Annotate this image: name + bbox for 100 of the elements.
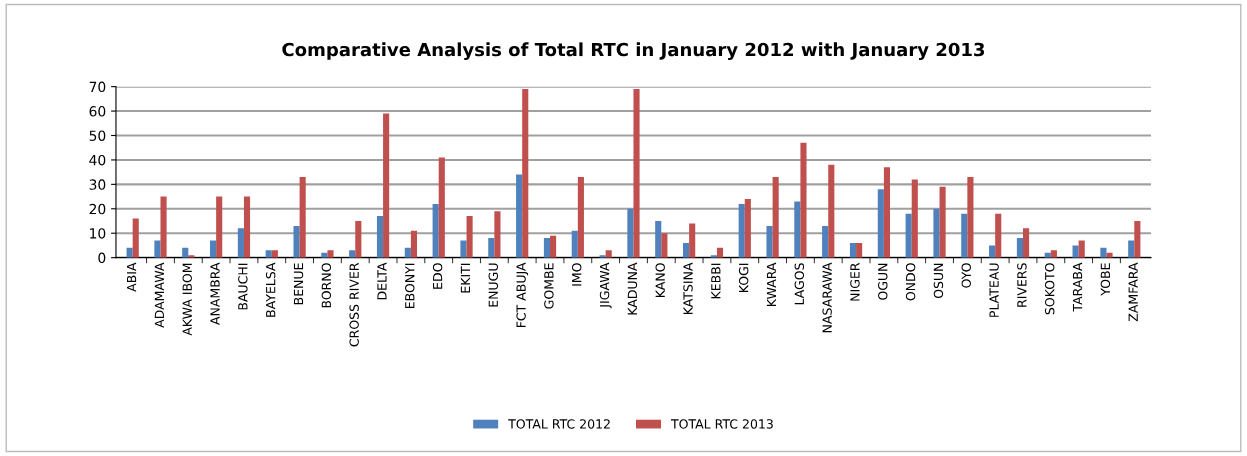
bar [550,235,557,258]
bar [1106,252,1113,258]
bar [154,240,161,258]
x-tick-label: ADAMAWA [154,262,164,328]
bar [210,240,217,258]
bar [1050,250,1057,258]
bar [911,179,918,258]
x-tick-label: ABIA [127,262,137,292]
bar [571,230,578,258]
bar [1128,240,1135,258]
x-tick-label: KOGI [738,263,749,292]
x-tick-label: OSUN [933,263,944,299]
x-tick-label: AKWA IBOM [182,263,192,336]
x-tick-label: EBONYI [405,263,415,309]
x-tick-label: KEBBI [711,263,721,299]
bar [126,247,133,258]
bar [905,213,912,258]
bar [349,250,356,258]
x-tick-label: JIGAWA [599,262,612,309]
bar [438,157,445,258]
bar [877,189,884,258]
bar [683,242,690,258]
bar [849,242,857,258]
x-tick-label: ENUGU [488,263,498,307]
bar [633,89,640,258]
y-tick-label: 60 [89,106,106,117]
x-tick-label: KADUNA [627,262,638,315]
x-tick-label: NIGER [850,262,860,301]
x-tick-label: ANAMBRA [210,262,220,325]
x-tick-label: GOMBE [544,263,554,309]
x-tick-label: TARABA [1072,262,1083,312]
x-tick-label: RIVERS [1017,263,1027,307]
bar [995,213,1002,258]
y-tick-label: 20 [89,203,106,215]
bar [828,164,835,258]
y-tick-label: 50 [89,130,106,141]
bar [1100,247,1107,258]
x-tick-label: BAUCHI [238,263,248,310]
bar [243,196,251,258]
x-tick-label: OYO [961,263,971,288]
x-tick-label: CROSS RIVER [349,262,359,347]
x-tick-label: BENUE [293,263,304,305]
bar [404,247,411,258]
y-tick-label: 30 [89,179,106,190]
legend-label: TOTAL RTC 2013 [670,419,773,429]
bar [299,177,306,258]
bar [1134,221,1141,258]
x-tick-label: YOBE [1100,263,1111,296]
bar [822,225,829,258]
x-tick-label: KANO [655,263,665,297]
bar [410,230,418,258]
y-tick-label: 70 [89,81,106,93]
y-tick-label: 0 [98,252,106,264]
bar [933,208,940,258]
bar [961,213,968,258]
x-tick-label: KWARA [766,262,777,306]
bar [800,142,807,258]
bar [466,216,473,258]
bar [182,247,189,258]
bar [132,218,139,258]
bar [794,201,801,258]
x-tick-label: OGUN [878,263,888,300]
x-tick-label: FCT ABUJA [516,262,529,328]
bar [216,196,223,258]
bar [1072,245,1079,258]
bar [772,177,779,258]
legend-label: TOTAL RTC 2012 [508,419,610,429]
bar [689,223,696,258]
x-tick-label: NASARAWA [822,262,832,333]
bar [432,203,439,258]
bar [577,177,584,258]
x-tick-label: IMO [572,263,582,286]
bar [265,250,272,258]
y-tick-label: 40 [89,154,106,166]
bar [293,225,300,258]
x-tick-label: LAGOS [794,263,805,305]
bar [856,242,863,258]
x-tick-label: ZAMFARA [1128,262,1138,322]
x-tick-label: DELTA [377,262,387,300]
bar [744,199,751,258]
bar [160,196,167,258]
bar [1016,238,1023,258]
bar [237,228,244,258]
x-tick-label: PLATEAU [989,263,999,317]
bar [543,238,551,258]
bar [766,225,773,258]
bar [327,250,334,258]
bar [939,186,946,258]
bar [1078,240,1085,258]
bar [383,113,390,258]
x-tick-label: SOKOTO [1044,263,1055,315]
bar [460,240,467,258]
bar [967,177,974,258]
chart-title: Comparative Analysis of Total RTC in January 2012 with January 2013 [282,42,985,60]
y-tick-label: 10 [90,228,106,239]
bar [627,208,634,258]
bar [271,250,278,258]
bar [376,216,384,258]
bar [516,174,523,258]
x-tick-label: KATSINA [683,262,693,314]
